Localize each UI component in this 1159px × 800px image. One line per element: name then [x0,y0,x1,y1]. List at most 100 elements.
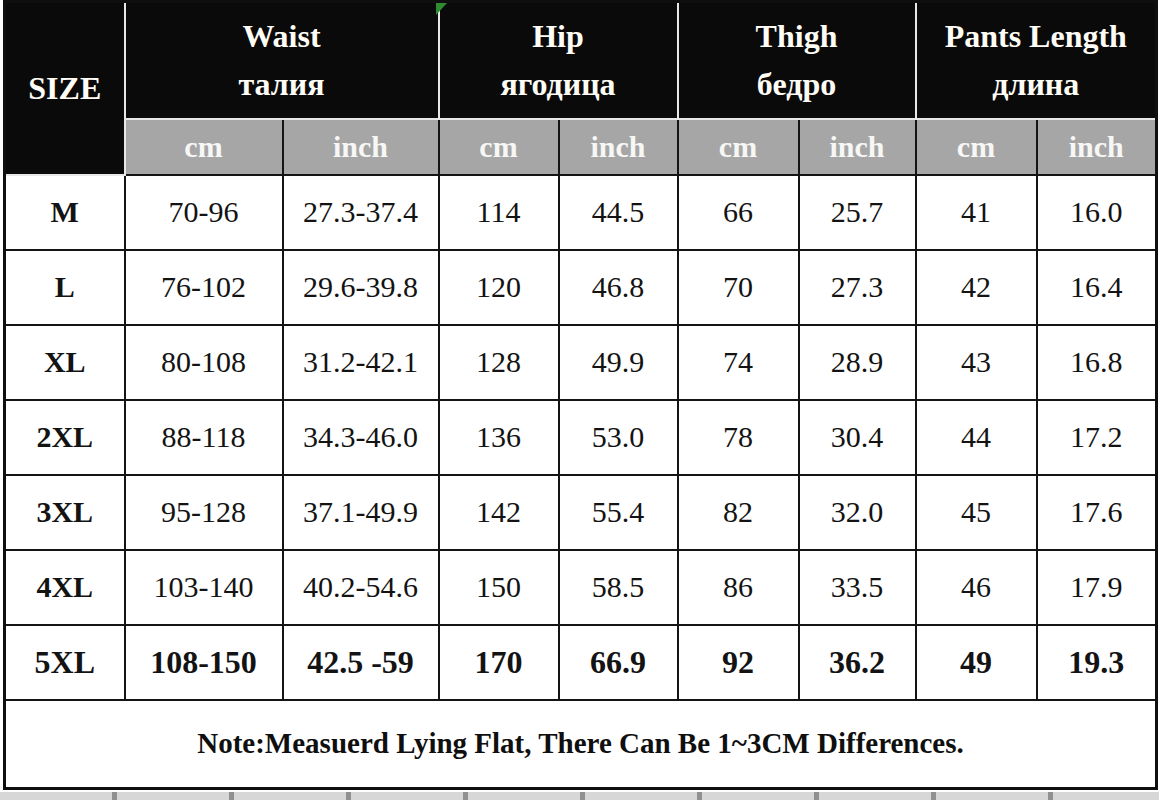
value-cell: 29.6-39.8 [283,250,439,325]
size-cell: M [5,175,125,250]
value-cell: 17.6 [1037,475,1157,550]
value-cell: 44 [916,400,1037,475]
note-text: Note:Measuerd Lying Flat, There Can Be 1… [5,700,1157,789]
value-cell: 108-150 [125,625,283,700]
value-cell: 103-140 [125,550,283,625]
size-chart-sheet: SIZE Waist талия Hip ягодица Thigh бедро… [0,0,1159,800]
unit-header-row: cm inch cm inch cm inch cm inch [5,119,1157,175]
value-cell: 92 [678,625,799,700]
unit-header-waist-cm: cm [125,119,283,175]
value-cell: 16.0 [1037,175,1157,250]
size-cell: L [5,250,125,325]
value-cell: 31.2-42.1 [283,325,439,400]
value-cell: 41 [916,175,1037,250]
unit-header-hip-inch: inch [559,119,678,175]
table-row: L76-10229.6-39.812046.87027.34216.4 [5,250,1157,325]
value-cell: 17.2 [1037,400,1157,475]
value-cell: 49.9 [559,325,678,400]
header-waist: Waist талия [125,2,439,119]
table-row: M70-9627.3-37.411444.56625.74116.0 [5,175,1157,250]
unit-header-hip-cm: cm [439,119,559,175]
value-cell: 46.8 [559,250,678,325]
value-cell: 80-108 [125,325,283,400]
value-cell: 32.0 [799,475,916,550]
value-cell: 70-96 [125,175,283,250]
header-pants-length-en: Pants Length [917,12,1156,60]
value-cell: 37.1-49.9 [283,475,439,550]
table-footer: Note:Measuerd Lying Flat, There Can Be 1… [5,700,1157,789]
cell-corner-marker-icon [436,3,447,15]
value-cell: 128 [439,325,559,400]
header-waist-ru: талия [126,60,438,108]
size-cell: 2XL [5,400,125,475]
header-waist-en: Waist [126,12,438,60]
value-cell: 58.5 [559,550,678,625]
value-cell: 95-128 [125,475,283,550]
value-cell: 16.8 [1037,325,1157,400]
value-cell: 53.0 [559,400,678,475]
value-cell: 49 [916,625,1037,700]
value-cell: 136 [439,400,559,475]
header-thigh: Thigh бедро [678,2,916,119]
value-cell: 142 [439,475,559,550]
size-cell: XL [5,325,125,400]
unit-header-pants-inch: inch [1037,119,1157,175]
value-cell: 45 [916,475,1037,550]
value-cell: 44.5 [559,175,678,250]
value-cell: 76-102 [125,250,283,325]
value-cell: 36.2 [799,625,916,700]
value-cell: 55.4 [559,475,678,550]
value-cell: 33.5 [799,550,916,625]
header-hip-en: Hip [440,12,677,60]
header-row: SIZE Waist талия Hip ягодица Thigh бедро… [5,2,1157,119]
note-row: Note:Measuerd Lying Flat, There Can Be 1… [5,700,1157,789]
value-cell: 28.9 [799,325,916,400]
header-pants-length: Pants Length длина [916,2,1157,119]
value-cell: 30.4 [799,400,916,475]
value-cell: 25.7 [799,175,916,250]
table-header: SIZE Waist талия Hip ягодица Thigh бедро… [5,2,1157,175]
header-hip: Hip ягодица [439,2,678,119]
unit-header-thigh-inch: inch [799,119,916,175]
value-cell: 114 [439,175,559,250]
table-row: XL80-10831.2-42.112849.97428.94316.8 [5,325,1157,400]
unit-header-thigh-cm: cm [678,119,799,175]
value-cell: 88-118 [125,400,283,475]
value-cell: 27.3 [799,250,916,325]
value-cell: 120 [439,250,559,325]
value-cell: 16.4 [1037,250,1157,325]
header-pants-length-ru: длина [917,60,1156,108]
size-chart-table: SIZE Waist талия Hip ягодица Thigh бедро… [3,0,1158,790]
value-cell: 43 [916,325,1037,400]
value-cell: 42.5 -59 [283,625,439,700]
unit-header-waist-inch: inch [283,119,439,175]
value-cell: 34.3-46.0 [283,400,439,475]
value-cell: 27.3-37.4 [283,175,439,250]
size-cell: 3XL [5,475,125,550]
header-hip-ru: ягодица [440,60,677,108]
value-cell: 42 [916,250,1037,325]
value-cell: 82 [678,475,799,550]
table-body: M70-9627.3-37.411444.56625.74116.0L76-10… [5,175,1157,700]
value-cell: 170 [439,625,559,700]
table-row: 5XL108-15042.5 -5917066.99236.24919.3 [5,625,1157,700]
value-cell: 46 [916,550,1037,625]
value-cell: 86 [678,550,799,625]
value-cell: 40.2-54.6 [283,550,439,625]
value-cell: 17.9 [1037,550,1157,625]
header-thigh-en: Thigh [679,12,915,60]
table-row: 4XL103-14040.2-54.615058.58633.54617.9 [5,550,1157,625]
table-row: 3XL95-12837.1-49.914255.48232.04517.6 [5,475,1157,550]
value-cell: 74 [678,325,799,400]
value-cell: 66 [678,175,799,250]
value-cell: 150 [439,550,559,625]
spreadsheet-edge-strip [0,792,1159,800]
value-cell: 66.9 [559,625,678,700]
value-cell: 19.3 [1037,625,1157,700]
value-cell: 78 [678,400,799,475]
header-size: SIZE [5,2,125,175]
unit-header-pants-cm: cm [916,119,1037,175]
size-cell: 5XL [5,625,125,700]
header-thigh-ru: бедро [679,60,915,108]
table-row: 2XL88-11834.3-46.013653.07830.44417.2 [5,400,1157,475]
